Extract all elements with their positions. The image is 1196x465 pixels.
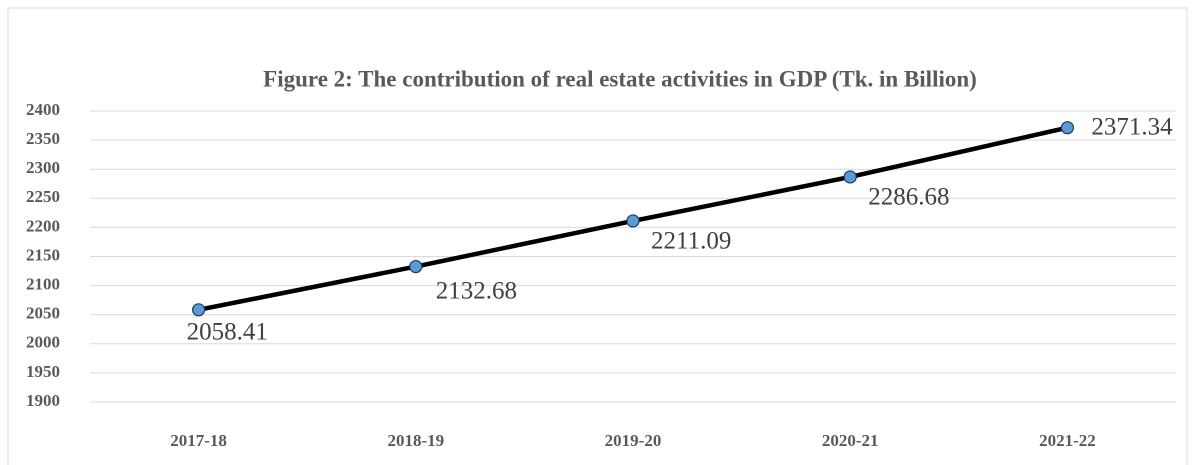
- y-tick-label: 2350: [26, 129, 60, 148]
- chart-border: [7, 7, 1188, 465]
- marker: [1060, 121, 1075, 135]
- y-tick-label: 2200: [26, 216, 60, 235]
- x-tick-label: 2019-20: [605, 431, 662, 450]
- data-label: 2286.68: [868, 184, 949, 211]
- y-tick-label: 1950: [26, 362, 60, 381]
- y-tick-label: 2000: [26, 333, 60, 352]
- data-label: 2371.34: [1091, 113, 1173, 140]
- y-tick-label: 2400: [26, 100, 60, 119]
- x-tick-label: 2021-22: [1039, 431, 1096, 450]
- data-label: 2132.68: [436, 277, 517, 304]
- x-tick-label: 2018-19: [387, 431, 444, 450]
- marker: [626, 214, 640, 228]
- y-tick-label: 2250: [26, 187, 60, 206]
- y-tick-label: 2150: [26, 245, 60, 264]
- marker: [409, 259, 423, 274]
- y-tick-label: 2100: [26, 275, 60, 294]
- y-tick-label: 2300: [26, 158, 60, 177]
- data-label: 2058.41: [187, 319, 268, 346]
- marker: [843, 170, 857, 184]
- data-label: 2211.09: [651, 228, 731, 255]
- x-tick-label: 2017-18: [170, 431, 227, 450]
- chart-title: Figure 2: The contribution of real estat…: [263, 66, 977, 91]
- y-tick-label: 2050: [26, 304, 60, 323]
- marker: [192, 303, 206, 317]
- x-tick-label: 2020-21: [822, 431, 879, 450]
- y-tick-label: 1900: [26, 391, 60, 410]
